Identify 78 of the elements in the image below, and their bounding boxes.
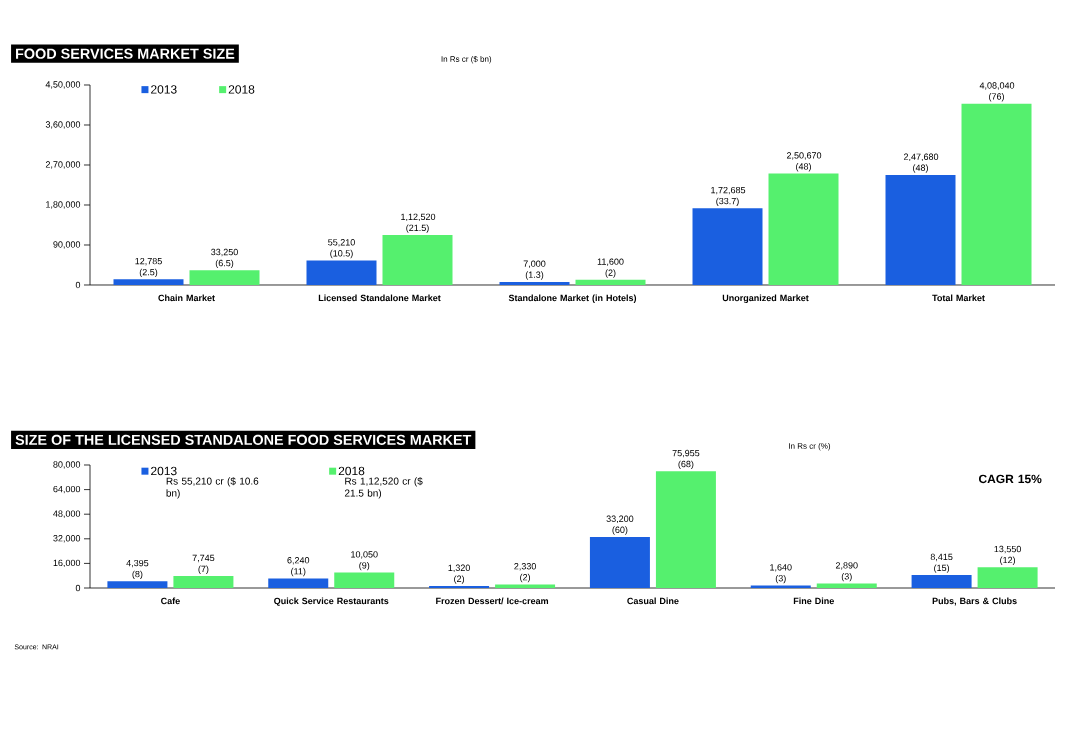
data-label: 1,640 (3) (770, 564, 792, 584)
chart-title: FOOD SERVICES MARKET SIZE (16, 48, 235, 59)
bar (816, 583, 877, 588)
bar (655, 471, 716, 588)
data-label: 1,72,685 (33.7) (711, 186, 746, 207)
data-label: 1,320 (2) (448, 564, 470, 584)
y-tick-label: 4,50,000 (45, 81, 81, 89)
bar (768, 173, 839, 285)
y-tick-label: 1,80,000 (46, 201, 81, 209)
data-label: 13,550 (12) (994, 545, 1021, 565)
y-tick-label: 32,000 (53, 535, 81, 543)
data-label: 1,12,520 (21.5) (401, 213, 436, 233)
bar (750, 585, 811, 588)
chart-subtitle: In Rs cr ($ bn) (441, 55, 492, 64)
annotation: Rs 55,210 cr ($ 10.6 bn) (166, 477, 259, 499)
bar (189, 270, 260, 285)
legend-label: 2018 (338, 466, 365, 476)
x-tick-label: Unorganized Market (722, 294, 809, 303)
annotation: CAGR 15% (978, 474, 1042, 484)
bar (589, 536, 650, 588)
bar (575, 279, 646, 285)
legend-label: 2018 (228, 85, 255, 94)
data-label: 55,210 (10.5) (328, 239, 355, 259)
y-tick-label: 0 (75, 281, 81, 289)
bar (107, 581, 168, 588)
bar (885, 174, 956, 285)
data-label: 4,08,040 (76) (979, 82, 1015, 102)
x-tick-label: Chain Market (158, 294, 215, 302)
y-tick-label: 90,000 (53, 241, 81, 249)
data-label: 33,250 (6.5) (211, 248, 238, 269)
x-tick-label: Licensed Standalone Market (318, 294, 441, 302)
bar (692, 208, 763, 285)
y-tick-label: 2,70,000 (45, 161, 81, 169)
x-tick-label: Frozen Dessert/ Ice-cream (436, 597, 549, 605)
data-label: 7,745 (7) (192, 554, 215, 574)
y-tick-label: 64,000 (53, 485, 81, 494)
data-label: 4,395 (8) (126, 559, 149, 580)
data-label: 8,415 (15) (930, 553, 953, 573)
y-tick-label: 0 (75, 584, 81, 592)
y-tick-label: 3,60,000 (45, 121, 81, 129)
bar (382, 234, 453, 285)
bar (499, 281, 570, 285)
data-label: 33,200 (60) (606, 515, 634, 535)
data-label: 2,890 (3) (835, 562, 858, 582)
bar (977, 567, 1038, 588)
bar (113, 279, 184, 285)
bar (495, 584, 556, 588)
data-label: 6,240 (11) (287, 557, 310, 577)
data-label: 7,000 (1.3) (523, 260, 546, 280)
data-label: 12,785 (2.5) (135, 257, 162, 278)
y-tick-label: 80,000 (53, 461, 81, 469)
x-tick-label: Standalone Market (in Hotels) (508, 294, 637, 303)
bar (173, 576, 234, 588)
data-label: 10,050 (9) (351, 551, 378, 571)
bar (334, 572, 395, 588)
bar (911, 575, 972, 588)
data-label: 2,330 (2) (514, 563, 536, 583)
legend-label: 2013 (151, 466, 177, 476)
x-tick-label: Fine Dine (793, 597, 834, 605)
chart-title: SIZE OF THE LICENSED STANDALONE FOOD SERVICES MARKET (15, 434, 472, 445)
bar (306, 260, 377, 285)
data-label: 11,600 (2) (597, 258, 624, 278)
x-tick-label: Quick Service Restaurants (274, 597, 389, 606)
chart-subtitle: In Rs cr (%) (789, 442, 831, 451)
data-label: 75,955 (68) (672, 449, 700, 470)
data-label: 2,50,670 (48) (786, 152, 822, 172)
data-label: 2,47,680 (48) (903, 153, 939, 173)
bar (429, 585, 490, 588)
legend-label: 2013 (151, 85, 177, 94)
annotation: Rs 1,12,520 cr ($ 21.5 bn) (344, 477, 423, 499)
bar (268, 578, 329, 588)
y-tick-label: 16,000 (53, 559, 81, 568)
x-tick-label: Casual Dine (627, 597, 679, 605)
bar (961, 103, 1032, 285)
x-tick-label: Pubs, Bars & Clubs (932, 597, 1017, 606)
y-tick-label: 48,000 (53, 510, 81, 518)
x-tick-label: Cafe (161, 597, 180, 605)
x-tick-label: Total Market (932, 294, 985, 302)
